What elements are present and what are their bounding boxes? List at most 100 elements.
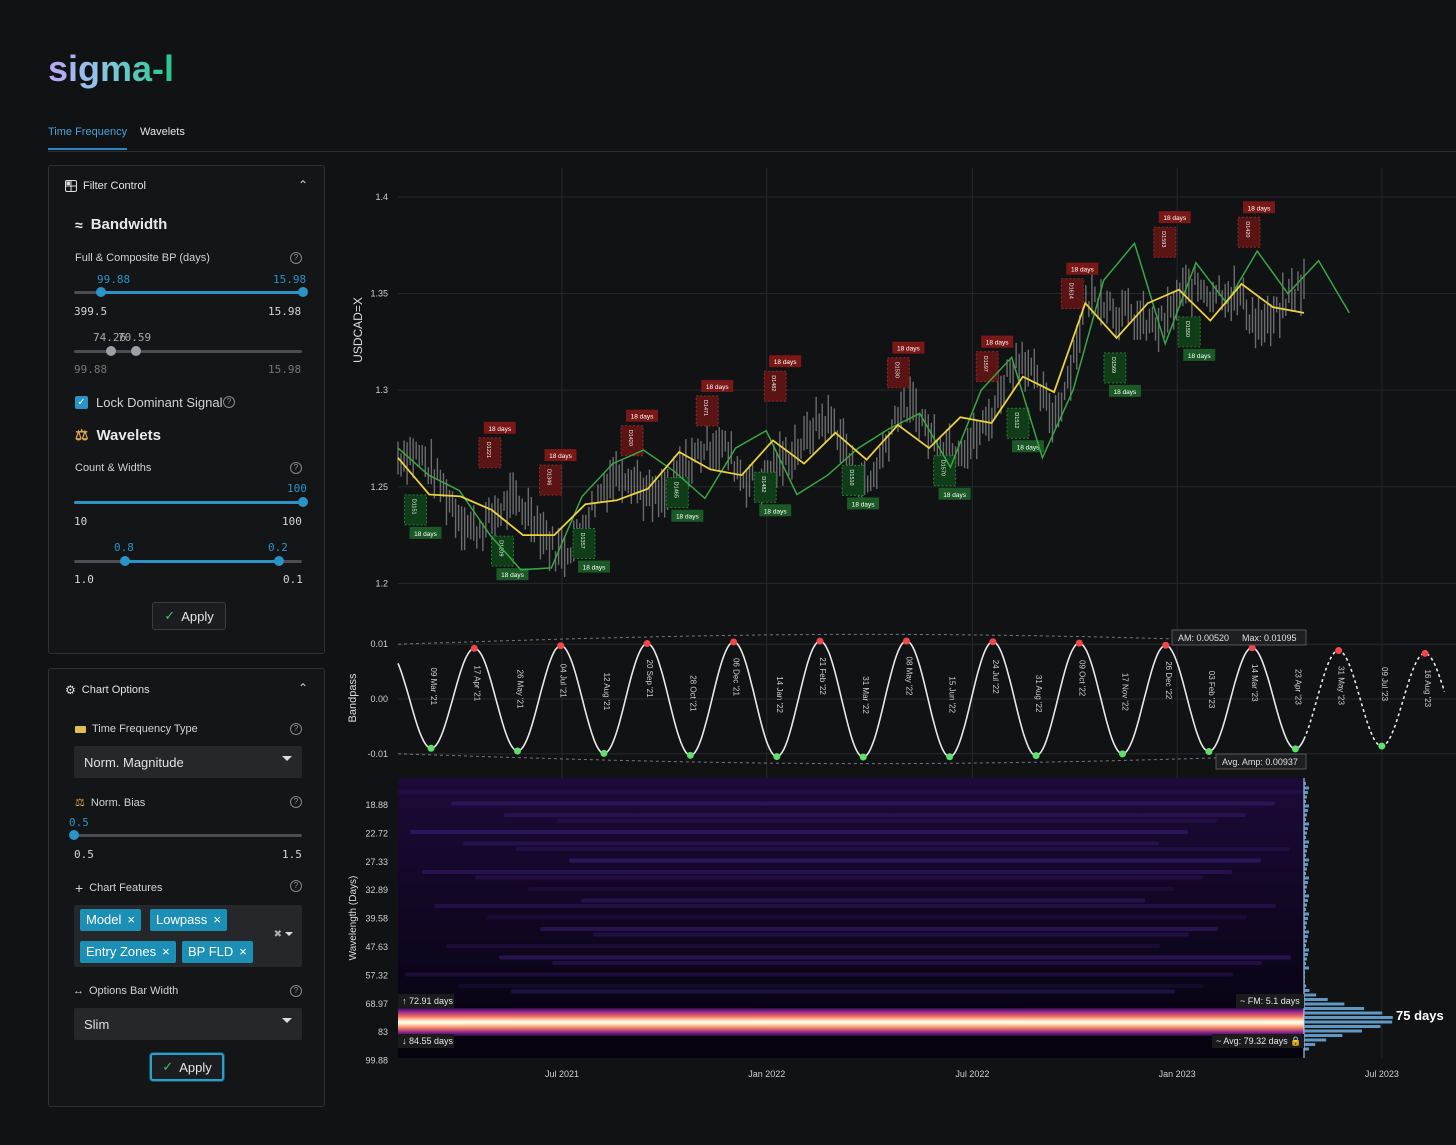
- histogram-bar: [1304, 1011, 1383, 1015]
- help-icon[interactable]: ?: [290, 723, 302, 735]
- price-tick-label: 1.4: [375, 192, 388, 202]
- chart-apply-button[interactable]: ✓ Apply: [150, 1053, 224, 1081]
- composite-high-thumb[interactable]: [131, 346, 141, 356]
- wavelet-count-slider[interactable]: [74, 497, 308, 507]
- trough-code-label: D1569: [1110, 357, 1116, 373]
- histogram-bar: [1304, 786, 1309, 790]
- help-icon[interactable]: ?: [290, 252, 302, 264]
- histogram-bar: [1304, 908, 1306, 911]
- bar-width-label: Options Bar Width: [89, 985, 179, 997]
- wavelength-tick-label: 39.58: [365, 914, 388, 924]
- close-icon[interactable]: ×: [239, 944, 247, 959]
- close-icon[interactable]: ×: [213, 912, 221, 927]
- composite-low-thumb[interactable]: [106, 346, 116, 356]
- trough-cycle-label: 18 days: [852, 501, 876, 508]
- peak-zone: [1153, 226, 1177, 258]
- histogram-bar: [1304, 989, 1310, 992]
- heatmap-streak: [410, 830, 1188, 834]
- histogram-bar: [1304, 782, 1306, 785]
- close-icon[interactable]: ×: [162, 944, 170, 959]
- bar-width-select[interactable]: Slim: [74, 1008, 302, 1040]
- trough-marker: [514, 747, 522, 755]
- collapse-caret-icon[interactable]: ⌃: [297, 681, 308, 695]
- peak-marker: [730, 638, 738, 646]
- help-icon[interactable]: ?: [290, 985, 302, 997]
- help-icon[interactable]: ?: [290, 462, 302, 474]
- histogram-bar: [1304, 813, 1307, 817]
- peak-date-label: 21 Feb '22: [818, 657, 827, 695]
- help-icon[interactable]: ?: [223, 396, 235, 408]
- bottom-band-box: [398, 1034, 454, 1048]
- peak-code-label: D1471: [702, 400, 708, 416]
- histogram-bar: [1304, 1002, 1345, 1006]
- price-tick-label: 1.25: [370, 482, 388, 492]
- heatmap-streak: [528, 887, 1174, 891]
- peak-date-label: 06 Dec '21: [732, 658, 741, 697]
- close-icon[interactable]: ×: [127, 912, 136, 927]
- peak-marker: [902, 637, 910, 645]
- bp-high-thumb[interactable]: [298, 287, 308, 297]
- time-tick-label: Jan 2023: [1159, 1069, 1196, 1079]
- fm-box: [1236, 994, 1304, 1008]
- trough-zone-tag: [938, 487, 971, 500]
- feature-tag-lowpass[interactable]: Lowpass ×: [150, 909, 227, 931]
- histogram-bar: [1304, 1007, 1365, 1010]
- composite-range-slider[interactable]: [74, 346, 302, 356]
- histogram-bar: [1304, 984, 1307, 988]
- tab-time-frequency[interactable]: Time Frequency: [48, 126, 128, 150]
- peak-cycle-label: 18 days: [1163, 215, 1187, 222]
- bp-range-slider[interactable]: [74, 287, 308, 297]
- bar-width-label-row: ↔ Options Bar Width: [73, 985, 178, 997]
- peak-date-label: 31 May '23: [1337, 666, 1346, 705]
- dominant-cycle-label: 75 days: [1396, 1008, 1444, 1023]
- wavelet-width-high-thumb[interactable]: [274, 556, 284, 566]
- norm-bias-label-row: ⚖ Norm. Bias: [75, 796, 146, 810]
- bp-low-thumb[interactable]: [96, 287, 106, 297]
- wavelet-count-thumb[interactable]: [298, 497, 308, 507]
- wavelength-tick-label: 99.88: [365, 1056, 388, 1066]
- histogram-bar: [1304, 863, 1308, 866]
- clear-icon[interactable]: ✖: [273, 929, 282, 940]
- chevron-down-icon: [282, 1018, 292, 1023]
- trough-zone-tag: [578, 560, 611, 573]
- feature-tag-bp-fld[interactable]: BP FLD ×: [182, 941, 253, 963]
- chevron-down-icon[interactable]: [285, 932, 293, 936]
- collapse-caret-icon[interactable]: ⌃: [297, 178, 308, 192]
- wavelets-title: Wavelets: [96, 426, 161, 444]
- feature-tag-label: Lowpass: [156, 912, 208, 927]
- peak-code-label: D1420: [627, 430, 633, 446]
- peak-date-label: 17 Apr '21: [472, 665, 481, 701]
- feature-tag-label: Model: [86, 912, 122, 927]
- histogram-bar: [1304, 953, 1308, 956]
- chart-features-select[interactable]: Model × Lowpass × Entry Zones × BP FLD × ✖: [74, 905, 302, 967]
- norm-bias-slider[interactable]: [69, 830, 302, 840]
- wavelet-width-slider[interactable]: [74, 556, 302, 566]
- count-widths-label: Count & Widths: [75, 462, 152, 474]
- help-icon[interactable]: ?: [290, 796, 302, 808]
- histogram-bar: [1304, 845, 1308, 848]
- scale-icon: ⚖: [75, 797, 85, 809]
- peak-zone-tag: [626, 409, 659, 422]
- feature-tag-model[interactable]: Model ×: [80, 909, 142, 931]
- norm-bias-label: Norm. Bias: [90, 796, 146, 809]
- arrows-horizontal-icon: ↔: [73, 985, 84, 997]
- filter-apply-label: Apply: [181, 608, 214, 624]
- envelope-upper: [397, 633, 1305, 645]
- avg-amp-label: Avg. Amp: 0.00937: [1222, 757, 1298, 767]
- help-icon[interactable]: ?: [290, 880, 302, 892]
- chart-options-header[interactable]: ⚙ Chart Options: [65, 683, 150, 697]
- histogram-bar: [1304, 795, 1307, 799]
- wavelet-width-low-thumb[interactable]: [120, 556, 130, 566]
- plus-icon: +: [75, 880, 84, 896]
- trough-marker: [600, 749, 608, 757]
- lock-dominant-checkbox[interactable]: ✓: [75, 396, 88, 409]
- wavelet-width-low-value: 0.8: [114, 541, 134, 554]
- tab-wavelets[interactable]: Wavelets: [140, 126, 185, 138]
- filter-apply-button[interactable]: ✓ Apply: [152, 602, 226, 630]
- feature-tag-entry-zones[interactable]: Entry Zones ×: [80, 941, 176, 963]
- tf-type-select[interactable]: Norm. Magnitude: [74, 746, 302, 778]
- filter-control-header[interactable]: Filter Control: [65, 180, 146, 192]
- trough-zone-tag: [1108, 384, 1141, 397]
- norm-bias-thumb[interactable]: [69, 830, 79, 840]
